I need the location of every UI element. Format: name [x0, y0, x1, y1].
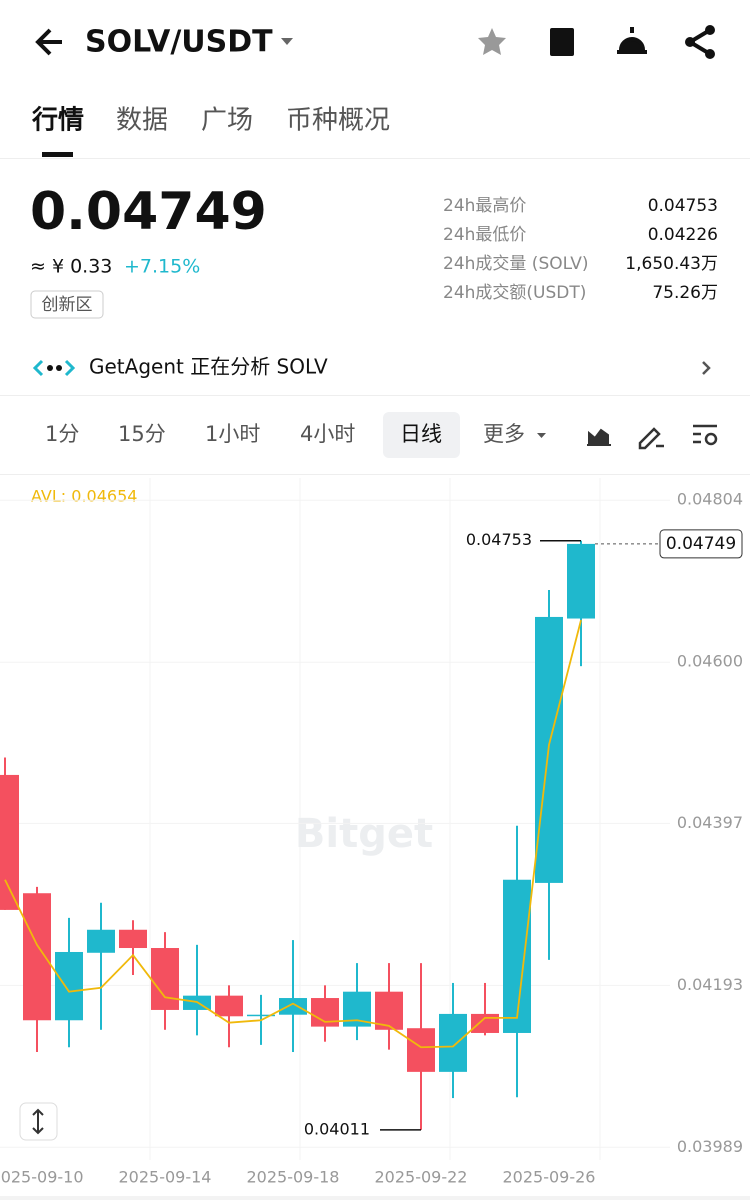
zone-label: 创新区 [42, 295, 93, 315]
interval[interactable]: 1分 [45, 422, 79, 446]
divider [0, 395, 750, 396]
interval[interactable]: 1小时 [205, 422, 260, 446]
x-tick-label: 2025-09-22 [375, 1168, 468, 1187]
candle-body [471, 1013, 499, 1033]
back-icon[interactable] [35, 28, 62, 56]
y-tick-label: 0.04397 [677, 813, 743, 832]
candle-body [0, 774, 19, 910]
x-tick-label: 2025-09-14 [119, 1168, 212, 1187]
change: +7.15% [124, 256, 200, 278]
settings-icon-circle [704, 432, 718, 446]
interval-selected [383, 412, 460, 458]
candle-body [503, 879, 531, 1033]
watermark: Bitget [295, 811, 433, 857]
x-tick-label: 2025-09-18 [247, 1168, 340, 1187]
agent-arrow[interactable] [702, 361, 711, 375]
y-tick-label: 0.03989 [677, 1137, 743, 1156]
candle-body [87, 929, 115, 953]
bottom-bar [0, 1196, 750, 1200]
high-marker: 0.04753 [466, 530, 532, 549]
low-marker: 0.04011 [304, 1119, 370, 1138]
stat-value: 1,650.43万 [625, 254, 718, 274]
agent-icon-dot [56, 365, 62, 371]
candle-body [567, 543, 595, 619]
candle-body [55, 951, 83, 1021]
last-price-box [659, 529, 743, 559]
candle-body [247, 1014, 275, 1017]
share-icon-dot [705, 49, 715, 59]
stat-label: 24h成交额(USDT) [443, 283, 586, 303]
stat-label: 24h成交量 (SOLV) [443, 254, 588, 274]
chart-type-icon[interactable] [587, 428, 611, 446]
candle-body [407, 1028, 435, 1072]
share-icon-dot [705, 25, 715, 35]
divider [0, 158, 750, 159]
cny-price: ≈ ¥ 0.33 [30, 256, 112, 278]
interval[interactable]: 15分 [118, 422, 166, 446]
candle-body [23, 893, 51, 1021]
scale-icon [32, 1108, 44, 1135]
interval[interactable]: 4小时 [300, 422, 355, 446]
avl-line [4, 619, 582, 1049]
zone-tag [30, 290, 104, 319]
stat-label: 24h最低价 [443, 225, 526, 245]
candle-body [119, 929, 147, 949]
avl-label: AVL: 0.04654 [31, 487, 137, 506]
settings-icon[interactable] [693, 424, 717, 444]
tab[interactable]: 数据 [116, 106, 168, 136]
draw-icon[interactable] [638, 427, 664, 450]
agent-icon-dot [47, 365, 53, 371]
stat-value: 0.04753 [648, 196, 718, 216]
candle-body [439, 1013, 467, 1072]
candle-body [151, 948, 179, 1010]
stat-value: 75.26万 [652, 283, 718, 303]
stat-label: 24h最高价 [443, 196, 526, 216]
y-tick-label: 0.04804 [677, 490, 743, 509]
divider [0, 474, 750, 475]
agent-icon [32, 359, 76, 377]
stat-value: 0.04226 [648, 225, 718, 245]
last-price: 0.04749 [30, 182, 267, 242]
last-price-label: 0.04749 [666, 534, 736, 554]
tab-underline [42, 152, 73, 157]
star-icon[interactable] [478, 28, 506, 55]
y-tick-label: 0.04193 [677, 975, 743, 994]
more-caret[interactable] [537, 433, 546, 438]
x-tick-label: 2025-09-10 [0, 1168, 83, 1187]
tab[interactable]: 行情 [31, 105, 84, 136]
agent-text[interactable]: GetAgent 正在分析 SOLV [89, 355, 328, 379]
interval[interactable]: 更多 [483, 422, 525, 446]
x-tick-label: 2025-09-26 [503, 1168, 596, 1187]
tab[interactable]: 广场 [201, 106, 253, 136]
y-tick-label: 0.04600 [677, 652, 743, 671]
interval[interactable]: 日线 [400, 422, 442, 446]
candle-body [215, 995, 243, 1017]
notes-icon[interactable] [550, 28, 574, 56]
tab[interactable]: 币种概况 [286, 106, 390, 136]
alert-icon[interactable] [617, 27, 647, 54]
pair-title[interactable]: SOLV/USDT [85, 25, 273, 60]
pair-caret[interactable] [281, 38, 293, 45]
candle-body [279, 998, 307, 1015]
share-icon-dot [685, 37, 695, 47]
